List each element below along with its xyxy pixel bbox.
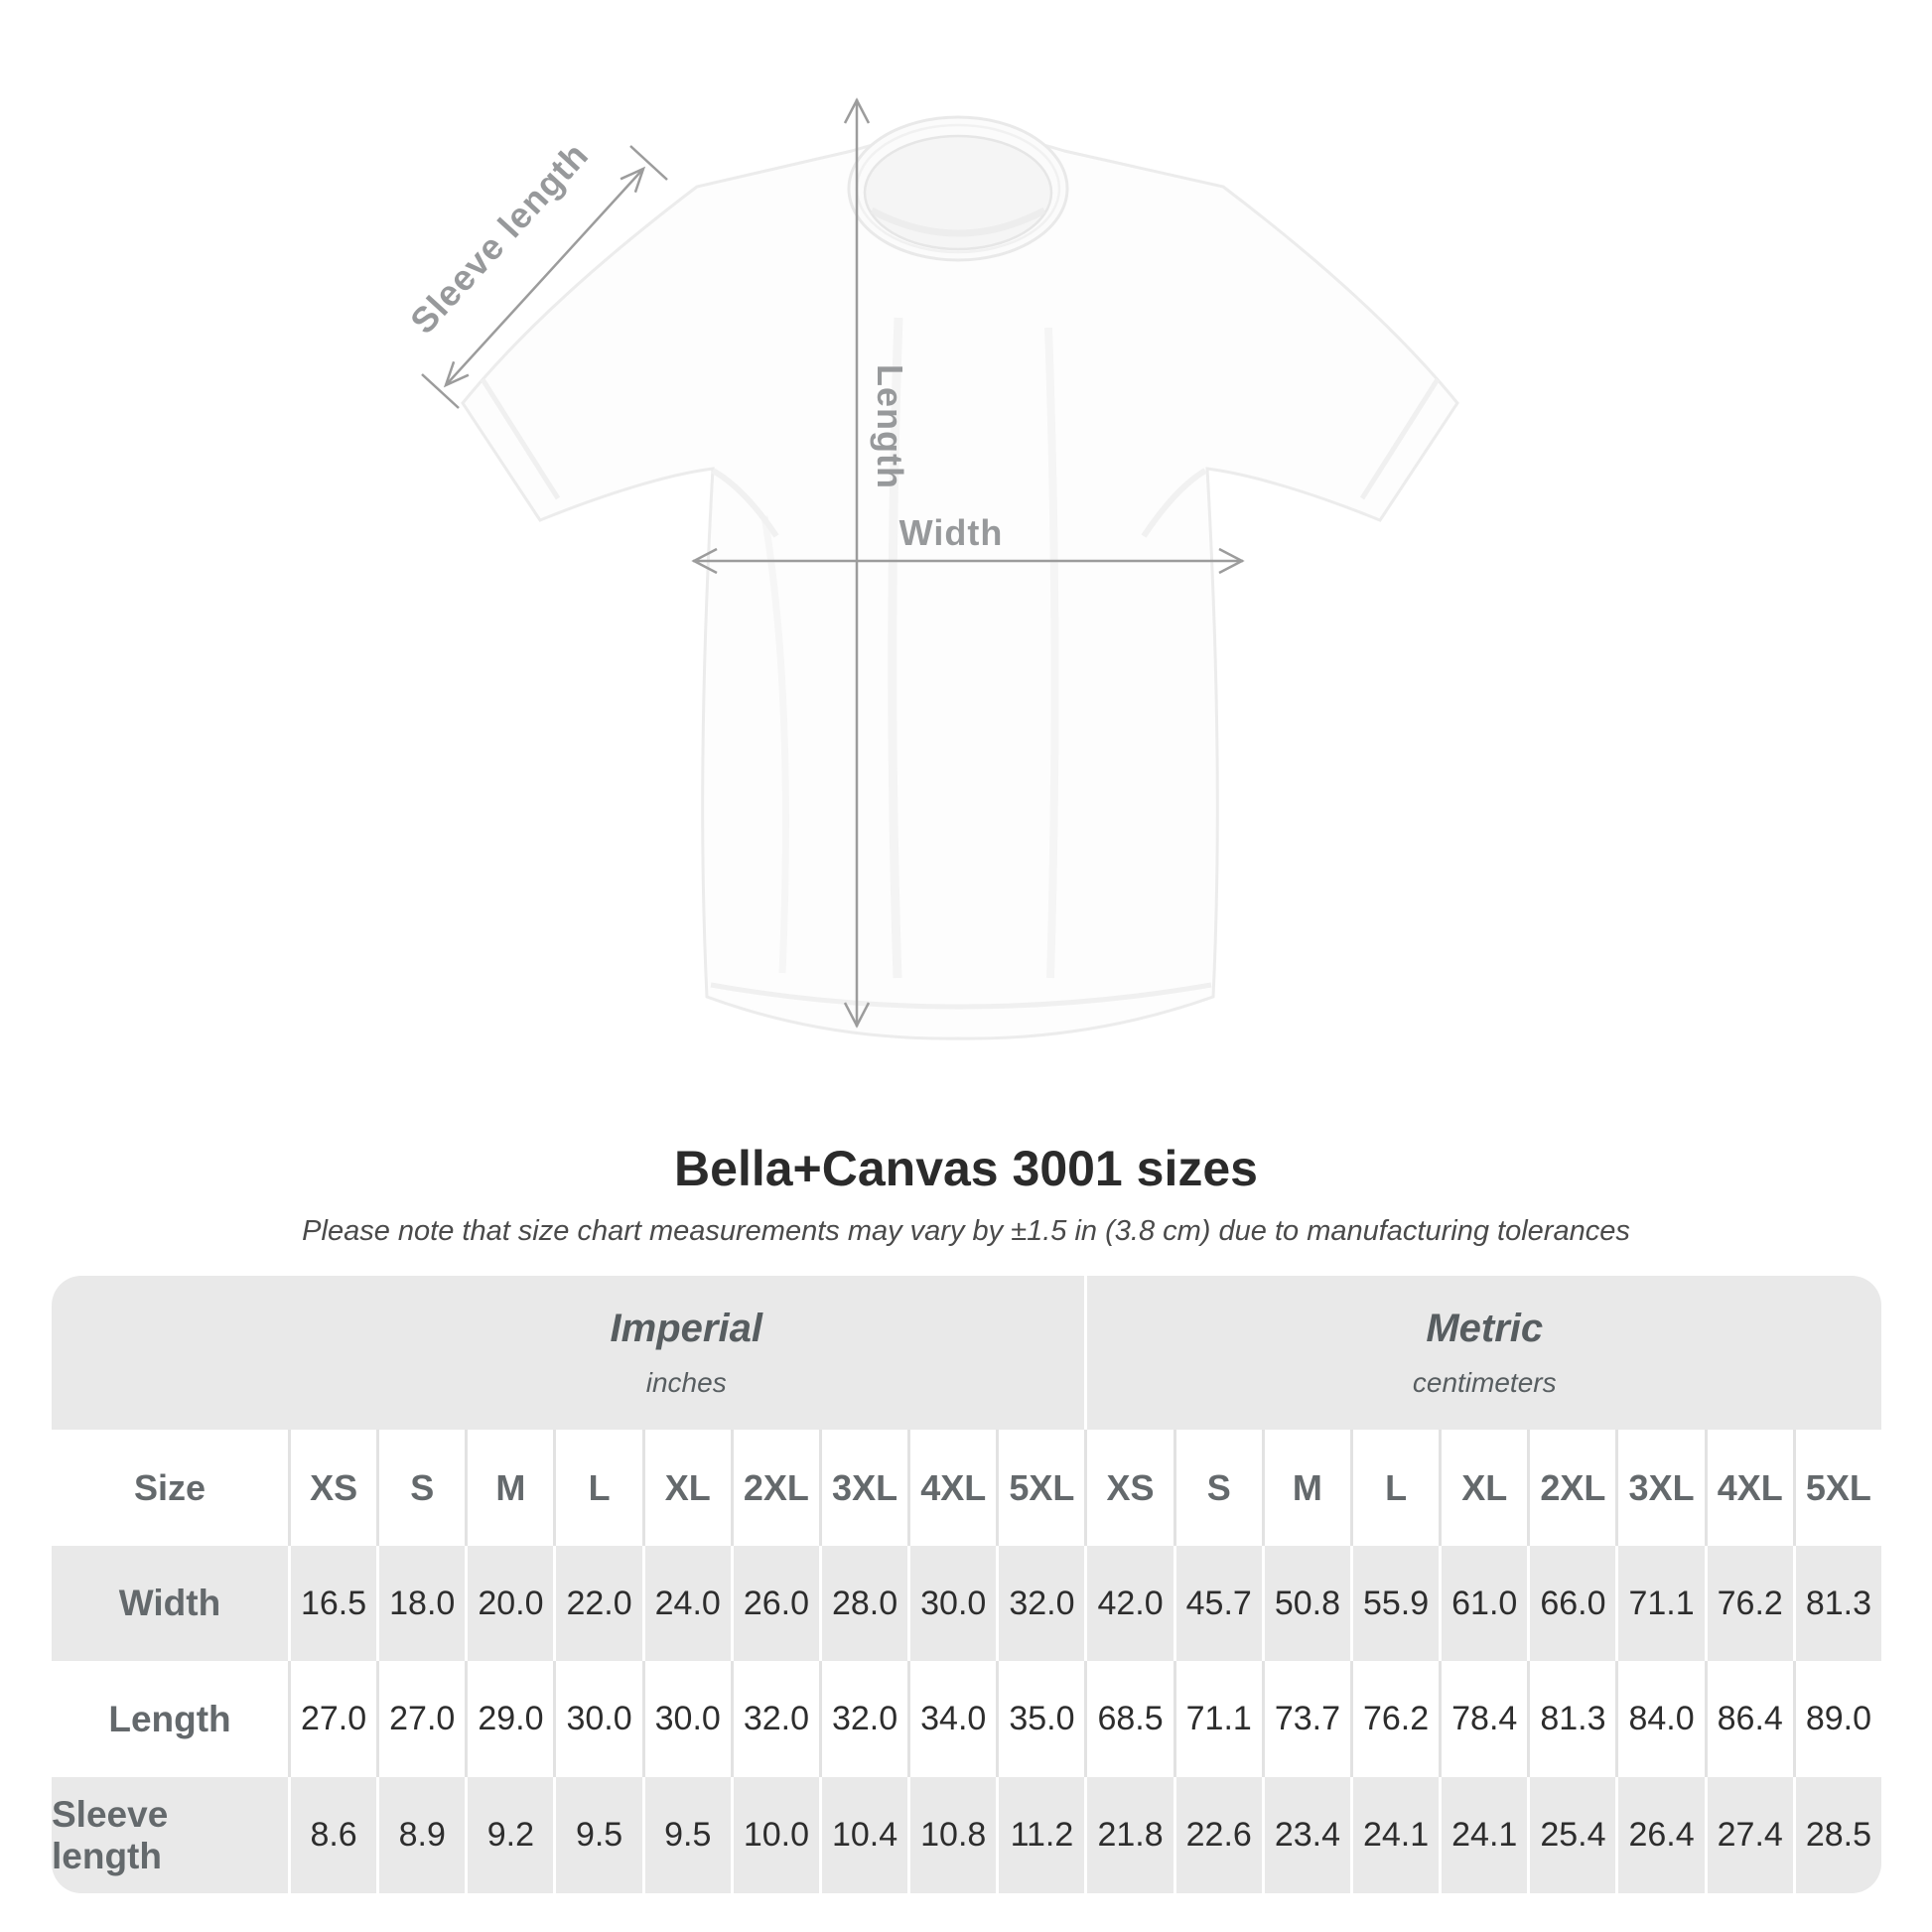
value-cell: 8.9 [376,1777,466,1893]
value-cell: 22.6 [1173,1777,1262,1893]
value-cell: 30.0 [553,1661,642,1777]
length-arrow [843,97,871,1029]
size-header-cell: M [1261,1430,1350,1546]
size-header-cell: L [1349,1430,1440,1546]
value-cell: 86.4 [1704,1661,1793,1777]
value-cell: 68.5 [1084,1661,1173,1777]
value-cell: 16.5 [288,1546,377,1661]
size-header-cell: XL [1439,1430,1528,1546]
size-header-cell: S [376,1430,466,1546]
value-cell: 9.2 [465,1777,554,1893]
tshirt-body [461,132,1459,1040]
value-cell: 24.1 [1349,1777,1440,1893]
row-label-width: Width [52,1546,288,1661]
size-header-cell: 3XL [818,1430,908,1546]
size-header-cell: XL [641,1430,731,1546]
value-cell: 21.8 [1084,1777,1173,1893]
metric-unit: centimeters [1412,1367,1557,1398]
size-header-cell: 2XL [1527,1430,1616,1546]
value-cell: 73.7 [1261,1661,1350,1777]
size-header-cell: XS [1084,1430,1173,1546]
value-cell: 81.3 [1527,1661,1616,1777]
value-cell: 27.4 [1704,1777,1793,1893]
value-cell: 24.1 [1439,1777,1528,1893]
size-header-cell: 3XL [1615,1430,1705,1546]
value-cell: 78.4 [1439,1661,1528,1777]
length-label: Length [870,364,910,489]
metric-group-header: Metric centimeters [1084,1276,1881,1430]
value-cell: 71.1 [1615,1546,1705,1661]
value-cell: 55.9 [1349,1546,1440,1661]
imperial-unit: inches [645,1367,727,1398]
value-cell: 81.3 [1792,1546,1881,1661]
size-header-cell: 4XL [1704,1430,1793,1546]
width-label: Width [899,512,1004,553]
size-header-cell: L [553,1430,642,1546]
imperial-label: Imperial [610,1307,762,1350]
size-header-cell: S [1173,1430,1262,1546]
width-arrow [691,547,1245,575]
size-header-cell: M [465,1430,554,1546]
imperial-group-header: Imperial inches [288,1276,1085,1430]
value-cell: 25.4 [1527,1777,1616,1893]
sleeve-length-arrow [421,145,668,409]
tshirt-collar [847,115,1069,262]
tolerance-note: Please note that size chart measurements… [302,1215,1630,1247]
value-cell: 20.0 [465,1546,554,1661]
value-cell: 34.0 [907,1661,997,1777]
value-cell: 71.1 [1173,1661,1262,1777]
tshirt-diagram: Width Length Sleeve length [402,97,1459,1040]
value-cell: 10.4 [818,1777,908,1893]
value-cell: 27.0 [376,1661,466,1777]
value-cell: 9.5 [553,1777,642,1893]
value-cell: 89.0 [1792,1661,1881,1777]
table-corner-cell [52,1276,288,1430]
page-title: Bella+Canvas 3001 sizes [674,1141,1258,1196]
value-cell: 76.2 [1349,1661,1440,1777]
value-cell: 76.2 [1704,1546,1793,1661]
value-cell: 26.0 [730,1546,819,1661]
size-chart-table: Imperial inches Metric centimeters Size … [52,1276,1881,1893]
dimension-lines [421,97,1245,1029]
size-header-cell: XS [288,1430,377,1546]
size-header-cell: 5XL [1792,1430,1881,1546]
value-cell: 42.0 [1084,1546,1173,1661]
value-cell: 10.0 [730,1777,819,1893]
value-cell: 50.8 [1261,1546,1350,1661]
value-cell: 66.0 [1527,1546,1616,1661]
value-cell: 11.2 [996,1777,1085,1893]
value-cell: 29.0 [465,1661,554,1777]
value-cell: 26.4 [1615,1777,1705,1893]
size-column-header: Size [52,1430,288,1546]
value-cell: 45.7 [1173,1546,1262,1661]
value-cell: 84.0 [1615,1661,1705,1777]
value-cell: 10.8 [907,1777,997,1893]
value-cell: 35.0 [996,1661,1085,1777]
size-header-cell: 4XL [907,1430,997,1546]
value-cell: 28.0 [818,1546,908,1661]
size-header-cell: 5XL [996,1430,1085,1546]
metric-label: Metric [1426,1307,1544,1350]
value-cell: 32.0 [996,1546,1085,1661]
value-cell: 30.0 [641,1661,731,1777]
row-label-length: Length [52,1661,288,1777]
value-cell: 32.0 [730,1661,819,1777]
value-cell: 23.4 [1261,1777,1350,1893]
size-header-cell: 2XL [730,1430,819,1546]
value-cell: 28.5 [1792,1777,1881,1893]
value-cell: 9.5 [641,1777,731,1893]
value-cell: 24.0 [641,1546,731,1661]
tshirt-illustration [461,115,1459,1040]
value-cell: 8.6 [288,1777,377,1893]
row-label-sleeve-length: Sleeve length [52,1777,288,1893]
value-cell: 18.0 [376,1546,466,1661]
value-cell: 22.0 [553,1546,642,1661]
value-cell: 30.0 [907,1546,997,1661]
value-cell: 32.0 [818,1661,908,1777]
value-cell: 27.0 [288,1661,377,1777]
tshirt-folds [480,317,1441,1010]
value-cell: 61.0 [1439,1546,1528,1661]
